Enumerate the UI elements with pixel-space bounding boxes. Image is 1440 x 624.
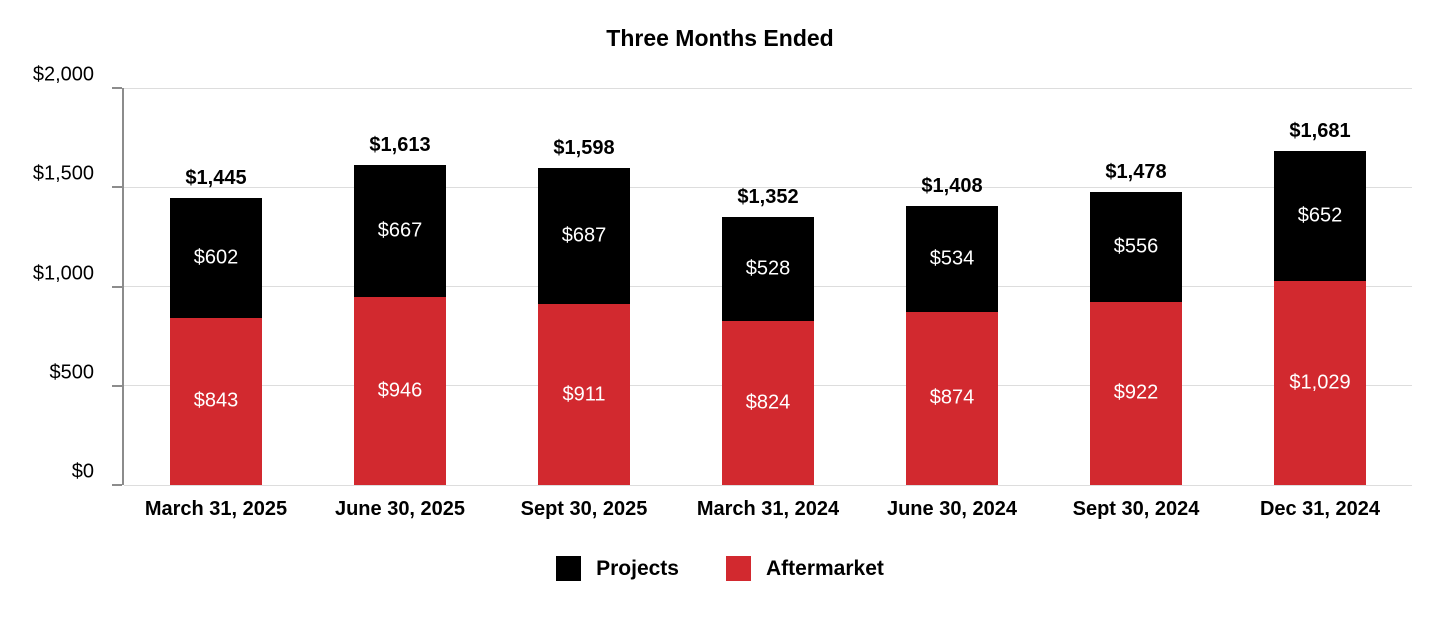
y-axis-tick — [112, 87, 122, 89]
bar-value-label-projects: $602 — [193, 246, 239, 269]
bar-segment-projects: $652 — [1274, 151, 1366, 281]
bar-value-label-aftermarket: $922 — [1113, 381, 1159, 404]
bar-total-label: $1,408 — [921, 174, 983, 197]
bar-value-label-projects: $667 — [377, 219, 423, 242]
bar-segment-aftermarket: $911 — [538, 304, 630, 485]
bar-value-label-aftermarket: $874 — [929, 386, 975, 409]
x-axis-label: March 31, 2024 — [696, 498, 840, 520]
gridline — [124, 484, 1412, 486]
legend-item-aftermarket: Aftermarket — [725, 556, 884, 581]
bar-segment-projects: $534 — [906, 205, 998, 312]
bar-segment-aftermarket: $946 — [354, 297, 446, 485]
gridline — [124, 87, 1412, 89]
bar-total-label: $1,598 — [553, 136, 615, 159]
legend-label-projects: Projects — [596, 556, 679, 580]
bar-value-label-aftermarket: $1,029 — [1289, 371, 1351, 394]
y-axis-tick-label: $0 — [71, 460, 94, 483]
y-axis-tick-label: $1,000 — [32, 262, 94, 284]
bar-segment-projects: $687 — [538, 167, 630, 305]
y-axis-tick-label: $2,000 — [32, 63, 94, 86]
bar-total-label: $1,352 — [737, 185, 799, 208]
x-axis-label: Sept 30, 2024 — [1072, 498, 1200, 520]
x-axis-label: Sept 30, 2025 — [520, 498, 648, 520]
bar-segment-aftermarket: $843 — [170, 317, 262, 485]
bar-value-label-projects: $534 — [929, 247, 975, 270]
bar-value-label-projects: $528 — [745, 257, 791, 280]
x-axis-label: Dec 31, 2024 — [1259, 498, 1381, 520]
bar-value-label-projects: $652 — [1297, 204, 1343, 227]
bar-value-label-projects: $687 — [561, 224, 607, 247]
plot-area: $0 $500 $1,000 $1,500 $2,000 $843 $602 $1,445 Ma… — [33, 64, 1412, 520]
bar-segment-aftermarket: $874 — [906, 311, 998, 485]
bar-total-label: $1,613 — [369, 133, 431, 156]
bar-segment-aftermarket: $922 — [1090, 301, 1182, 485]
bar-value-label-aftermarket: $824 — [745, 391, 791, 414]
y-axis-tick — [112, 384, 122, 387]
bar-segment-projects: $667 — [354, 164, 446, 298]
bar-segment-aftermarket: $824 — [722, 321, 814, 485]
gridline — [124, 186, 1412, 188]
y-axis-tick — [112, 484, 122, 486]
legend-swatch-aftermarket-icon — [725, 556, 751, 581]
y-axis-tick — [112, 186, 122, 189]
legend-item-projects: Projects — [556, 556, 679, 581]
bar-total-label: $1,681 — [1289, 120, 1351, 143]
bar-value-label-projects: $556 — [1113, 235, 1159, 258]
bar-segment-projects: $602 — [170, 198, 262, 318]
y-axis-tick-label: $500 — [49, 361, 95, 384]
bar-value-label-aftermarket: $843 — [193, 389, 239, 412]
bar-total-label: $1,478 — [1105, 160, 1167, 183]
x-axis-label: March 31, 2025 — [144, 498, 288, 520]
legend: Projects Aftermarket — [0, 556, 1440, 581]
bar-segment-aftermarket: $1,029 — [1274, 280, 1366, 485]
bar-total-label: $1,445 — [185, 167, 247, 190]
bar-value-label-aftermarket: $911 — [562, 383, 606, 406]
chart-title: Three Months Ended — [606, 25, 834, 51]
legend-swatch-projects-icon — [556, 556, 582, 581]
bar-segment-projects: $528 — [722, 216, 814, 322]
y-axis-tick-label: $1,500 — [32, 162, 94, 185]
legend-label-aftermarket: Aftermarket — [765, 556, 884, 580]
bar-segment-projects: $556 — [1090, 191, 1182, 302]
x-axis-label: June 30, 2025 — [334, 498, 466, 520]
x-axis-label: June 30, 2024 — [886, 498, 1018, 520]
bar-value-label-aftermarket: $946 — [377, 379, 423, 402]
y-axis-tick — [112, 285, 122, 288]
